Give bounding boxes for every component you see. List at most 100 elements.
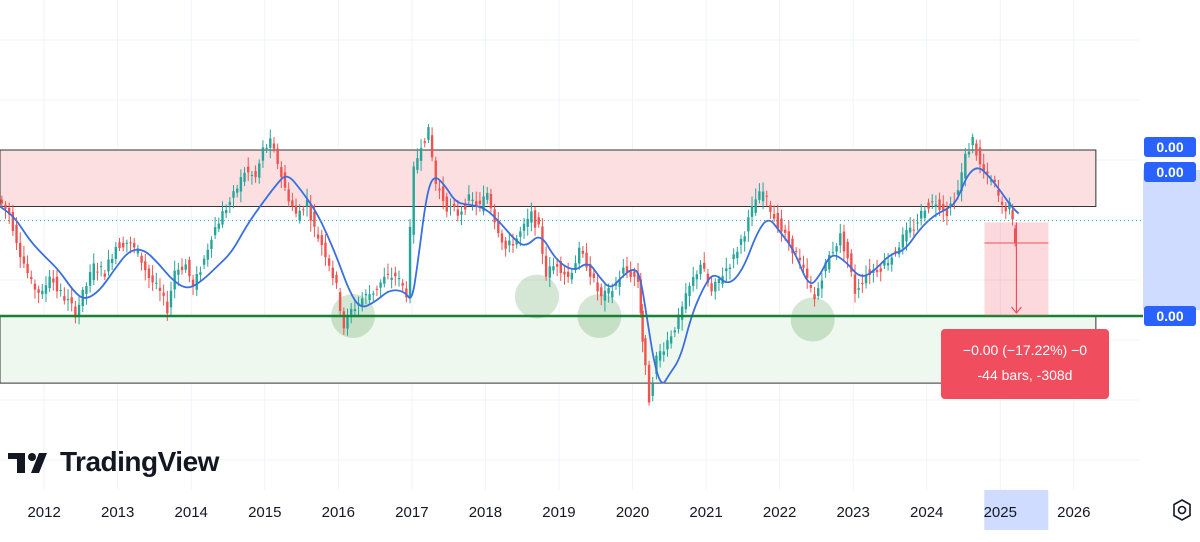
candle-body [975,143,978,156]
candle-body [390,277,393,280]
candle-body [802,264,805,268]
support-touch-circle-3 [790,297,835,342]
x-tick-2023: 2023 [836,504,869,521]
candle-body [379,282,382,288]
candle-body [368,294,371,301]
candle-body [103,273,107,277]
measure-arrow-head [1010,306,1022,314]
candle-body [853,274,857,294]
candle-body [905,230,908,242]
candle-body [886,262,890,266]
candle-body [644,338,647,366]
candle-body [780,218,783,232]
candle-body [316,234,320,239]
candle-body [901,234,905,248]
candle-body [931,201,934,203]
candle-body [761,191,765,202]
candle-body [978,147,982,165]
candle-body [747,217,750,232]
candle-body [169,290,173,308]
candle-body [210,239,213,249]
candle-body [394,272,397,277]
candle-body [147,268,151,278]
candle-body [302,209,305,211]
candle-body [291,200,294,207]
candle-body [151,275,154,283]
candle-body [445,196,449,212]
candle-body [63,296,66,301]
candle-body [522,223,526,231]
candle-body [4,204,7,209]
x-tick-2016: 2016 [322,504,355,521]
measure-tool[interactable] [984,222,1049,316]
candle-body [633,271,636,277]
candle-body [842,231,846,252]
candle-body [486,193,489,200]
candle-body [894,250,897,253]
moving-average-line [0,167,1020,384]
candle-body [500,233,504,243]
candle-body [438,188,441,191]
candle-body [728,267,732,270]
candle-body [74,306,77,318]
candle-body [313,211,316,227]
candle-body [916,222,919,224]
candle-body [364,293,368,296]
candle-body [890,257,893,265]
candle-body [114,246,118,259]
x-tick-2019: 2019 [542,504,575,521]
candle-body [99,266,103,268]
candle-body [125,242,129,244]
measure-change-text: −0.00 (−17.22%) −0 [962,342,1088,358]
candle-body [412,166,415,235]
candle-body [276,148,279,165]
candle-body [618,278,621,287]
candle-body [783,229,787,233]
candle-body [133,243,136,248]
candle-body [691,277,695,286]
horizontal-levels [0,220,1143,318]
candle-body [710,283,713,292]
candle-body [695,274,699,280]
price-label-upper: 0.00 [1144,137,1196,157]
candle-body [489,193,493,209]
candle-body [118,242,121,249]
candle-body [335,275,338,284]
candle-body [129,242,132,244]
candle-body [361,298,364,307]
tradingview-watermark: TradingView [8,446,219,478]
candle-body [607,287,610,294]
candle-body [897,247,901,255]
candle-body [408,227,412,299]
candle-body [85,286,88,294]
candle-body [419,148,423,161]
settings-gear-icon[interactable] [1170,498,1194,522]
candle-body [401,282,404,286]
candle-body [232,191,235,198]
candle-body [923,210,927,219]
candle-body [88,272,92,286]
candle-body [577,247,581,264]
tradingview-wordmark: TradingView [60,446,219,477]
x-tick-2014: 2014 [175,504,208,521]
candle-body [787,231,791,244]
candle-body [544,255,548,277]
candle-body [235,188,239,193]
candle-body [48,276,51,289]
candle-body [452,203,456,208]
candle-body [449,206,452,208]
candle-body [805,268,809,279]
candle-body [191,279,195,287]
candle-body [989,180,993,182]
candle-body [647,364,651,403]
candle-body [162,292,165,296]
candle-body [585,252,588,268]
candle-body [19,242,22,258]
candle-body [736,251,739,259]
candle-body [221,211,224,225]
candle-body [243,172,246,182]
candle-body [37,289,40,293]
candle-body [224,210,228,214]
candle-body [743,236,746,242]
